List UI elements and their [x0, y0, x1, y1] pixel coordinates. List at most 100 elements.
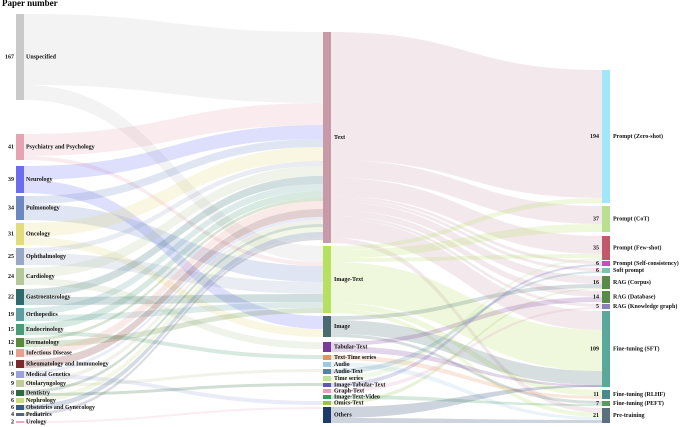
label-rlhf: Fine-tuning (RLHF) [613, 391, 665, 398]
value-zero_shot: 194 [590, 134, 599, 140]
value-nephrology: 6 [11, 398, 14, 404]
link-left-7 [24, 204, 323, 282]
label-self_consistency: Prompt (Self-consistency) [613, 260, 679, 267]
link-right-7 [331, 216, 602, 307]
label-pediatrics: Pediatrics [26, 412, 52, 418]
link-left-21 [24, 308, 323, 347]
value-gastro: 22 [8, 294, 14, 300]
link-left-22 [24, 201, 323, 357]
link-right-28 [331, 288, 602, 405]
label-image_text: Image-Text [334, 277, 363, 283]
link-left-11 [24, 253, 323, 294]
value-cardiology: 24 [8, 274, 14, 280]
value-genetics: 9 [11, 372, 14, 378]
label-genetics: Medical Genetics [26, 372, 71, 378]
sankey-nodes [16, 14, 610, 423]
node-endocrinology [16, 324, 24, 335]
label-oncology: Oncology [26, 231, 50, 237]
node-text [323, 32, 331, 243]
label-rag_database: RAG (Database) [613, 293, 656, 300]
link-left-20 [24, 198, 323, 341]
node-urology [16, 421, 24, 423]
link-right-15 [331, 309, 602, 417]
node-image_text_video [323, 395, 331, 399]
value-sft: 109 [590, 346, 599, 352]
label-omics_text: Omics-Text [334, 400, 363, 406]
link-left-23 [24, 209, 323, 368]
node-cot [602, 206, 610, 232]
link-left-30 [24, 227, 323, 403]
link-left-28 [24, 224, 323, 393]
link-right-21 [331, 355, 602, 399]
link-right-17 [331, 320, 602, 385]
link-left-24 [24, 217, 323, 374]
link-left-10 [24, 161, 323, 253]
value-pediatrics: 4 [11, 412, 14, 418]
label-sft: Fine-tuning (SFT) [613, 345, 660, 352]
label-obstetrics: Obstetrics and Gynecology [26, 405, 95, 411]
node-image_text [323, 246, 331, 313]
link-left-31 [24, 232, 323, 410]
link-left-1 [24, 85, 323, 262]
label-urology: Urology [26, 419, 47, 425]
node-tabular_text [323, 342, 331, 352]
link-left-4 [24, 125, 323, 180]
link-right-14 [331, 303, 602, 396]
link-right-20 [331, 346, 602, 387]
link-left-15 [24, 294, 323, 305]
label-text_time: Text-Time series [334, 355, 377, 361]
link-right-22 [331, 362, 602, 420]
link-left-5 [24, 180, 323, 329]
node-few_shot [602, 236, 610, 260]
link-right-0 [331, 32, 602, 198]
label-zero_shot: Prompt (Zero-shot) [613, 133, 663, 140]
node-audio_text [323, 369, 331, 374]
link-left-19 [24, 331, 323, 359]
value-neurology: 39 [8, 177, 14, 183]
link-right-3 [331, 196, 602, 264]
label-cot: Prompt (CoT) [613, 215, 649, 222]
node-others [323, 407, 331, 423]
label-rag_kg: RAG (Knowledge graph) [613, 303, 677, 310]
node-omics_text [323, 401, 331, 405]
link-right-1 [331, 160, 602, 224]
node-genetics [16, 371, 24, 378]
node-obstetrics [16, 405, 24, 410]
link-left-26 [24, 220, 323, 384]
node-zero_shot [602, 70, 610, 203]
value-ophthalmology: 25 [8, 254, 14, 260]
value-unspecified: 167 [5, 54, 14, 60]
link-right-9 [331, 238, 602, 413]
node-rag_database [602, 291, 610, 303]
node-gastro [16, 289, 24, 305]
label-dermatology: Dermatology [26, 340, 59, 346]
link-left-18 [24, 191, 323, 331]
node-text_time [323, 355, 331, 360]
value-oncology: 31 [8, 231, 14, 237]
link-right-13 [331, 262, 602, 371]
node-rag_corpus [602, 276, 610, 289]
link-right-16 [331, 284, 602, 320]
label-pulmonology: Pulmonology [26, 205, 60, 211]
link-left-8 [24, 147, 323, 237]
value-rag_database: 14 [593, 294, 599, 300]
link-right-8 [331, 219, 602, 330]
value-infectious: 11 [8, 350, 14, 356]
label-orthopedics: Orthopedics [26, 312, 58, 318]
value-endocrinology: 15 [8, 327, 14, 333]
value-rag_kg: 5 [596, 304, 599, 310]
node-graph_text [323, 389, 331, 393]
value-otolaryngology: 9 [11, 381, 14, 387]
node-rag_kg [602, 304, 610, 309]
label-rheumatology: Rheumatology and Immunology [26, 361, 109, 367]
label-image: Image [334, 324, 350, 330]
node-pulmonology [16, 196, 24, 220]
node-sft [602, 311, 610, 387]
link-right-12 [331, 254, 602, 262]
node-self_consistency [602, 261, 610, 266]
label-rag_corpus: RAG (Corpus) [613, 279, 651, 286]
node-neurology [16, 166, 24, 193]
link-right-5 [331, 202, 602, 284]
